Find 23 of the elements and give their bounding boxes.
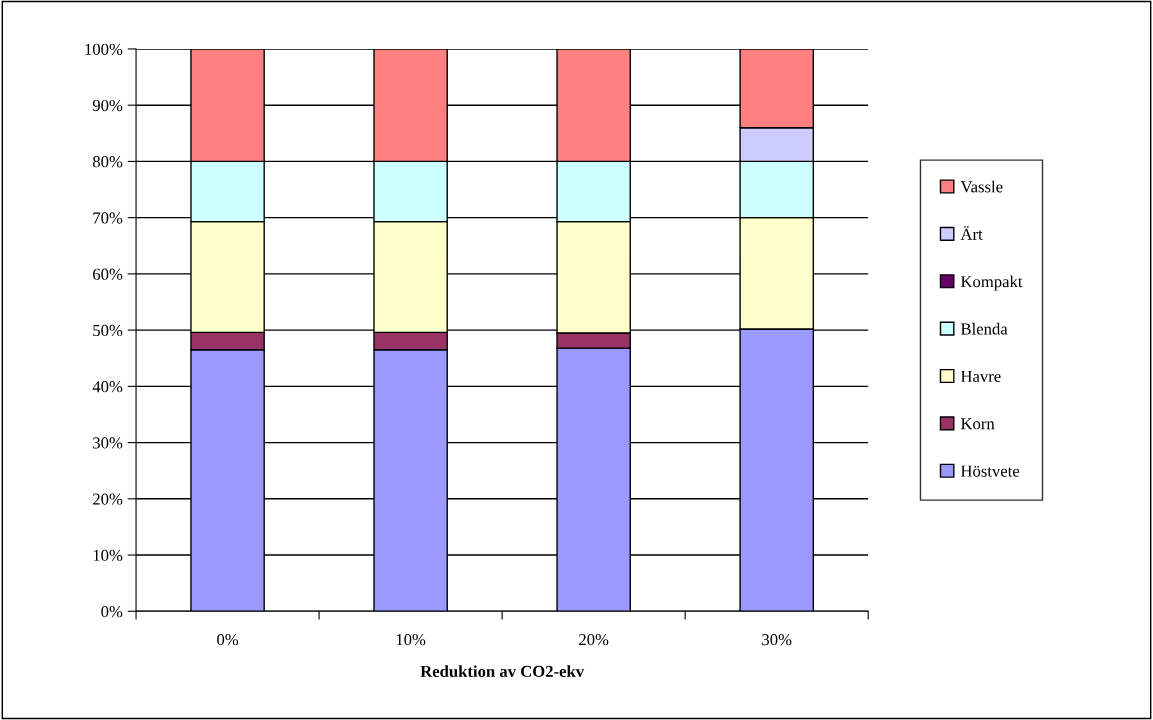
legend-label: Kompakt <box>960 275 1023 291</box>
legend-label: Korn <box>960 418 995 430</box>
x-tick-label: 20% <box>579 633 609 646</box>
y-tick-label: 70% <box>93 212 123 224</box>
y-tick-label: 90% <box>92 99 123 112</box>
y-tick-label: 30% <box>93 437 123 449</box>
y-tick-label: 80% <box>92 156 123 168</box>
y-tick-label: 20% <box>93 493 123 505</box>
legend-label: Blenda <box>960 322 1008 335</box>
y-tick-label: 10% <box>93 549 123 562</box>
y-tick-label: 0% <box>101 605 123 618</box>
y-tick-label: 100% <box>85 43 123 55</box>
y-tick-label: 60% <box>93 268 123 280</box>
x-tick-label: 30% <box>762 633 792 646</box>
legend-label: Vassle <box>960 180 1003 193</box>
x-axis-title: Reduktion av CO2-ekv <box>420 665 585 678</box>
x-tick-label: 0% <box>217 633 239 646</box>
legend-label: Höstvete <box>960 465 1020 477</box>
y-tick-label: 40% <box>92 381 123 393</box>
x-tick-label: 10% <box>396 633 426 646</box>
legend-label: Havre <box>960 370 1001 382</box>
legend-label: Ärt <box>960 226 983 240</box>
y-tick-label: 50% <box>93 324 123 337</box>
